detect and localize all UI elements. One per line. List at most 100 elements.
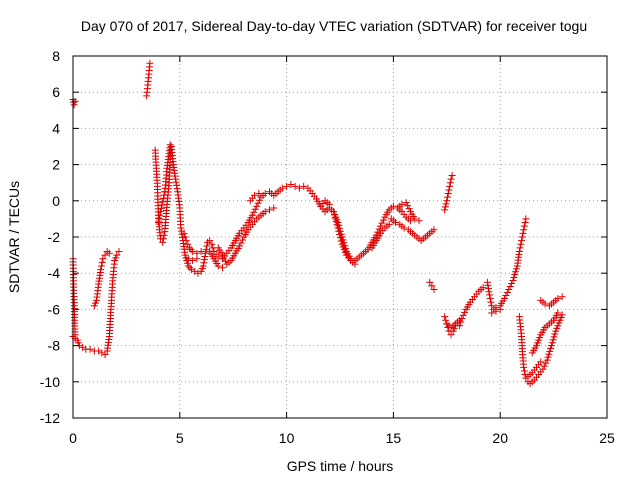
data-point bbox=[256, 196, 264, 204]
data-point bbox=[517, 240, 525, 248]
data-point bbox=[446, 179, 454, 187]
data-point bbox=[441, 206, 449, 214]
data-point bbox=[261, 208, 269, 216]
x-tick-label: 25 bbox=[599, 430, 615, 446]
data-point bbox=[405, 205, 413, 213]
data-point bbox=[520, 222, 528, 230]
data-point bbox=[70, 101, 78, 109]
data-point bbox=[159, 198, 167, 206]
data-point bbox=[202, 246, 210, 254]
data-point bbox=[379, 216, 387, 224]
data-point bbox=[266, 206, 274, 214]
data-point bbox=[98, 349, 106, 357]
data-point bbox=[389, 202, 397, 210]
data-point bbox=[445, 186, 453, 194]
data-point bbox=[446, 182, 454, 190]
data-point bbox=[221, 257, 229, 265]
data-point bbox=[157, 208, 165, 216]
data-point bbox=[188, 266, 196, 274]
data-point bbox=[554, 309, 562, 317]
data-point bbox=[201, 252, 209, 260]
data-point bbox=[546, 347, 554, 355]
data-point bbox=[99, 255, 107, 263]
data-point bbox=[332, 217, 340, 225]
data-point bbox=[442, 316, 450, 324]
data-point bbox=[456, 316, 464, 324]
data-point bbox=[520, 367, 528, 375]
y-tick-label: -12 bbox=[40, 410, 60, 426]
data-point bbox=[543, 356, 551, 364]
data-point bbox=[558, 311, 566, 319]
data-point bbox=[155, 215, 163, 223]
data-point bbox=[254, 199, 262, 207]
data-point bbox=[180, 229, 188, 237]
data-point bbox=[331, 214, 339, 222]
data-point bbox=[197, 247, 205, 255]
data-point bbox=[512, 268, 520, 276]
data-point bbox=[160, 191, 168, 199]
data-point bbox=[558, 293, 566, 301]
data-point bbox=[166, 141, 174, 149]
data-point bbox=[203, 242, 211, 250]
data-point bbox=[516, 244, 524, 252]
data-point bbox=[333, 221, 341, 229]
data-point bbox=[520, 363, 528, 371]
x-axis-title: GPS time / hours bbox=[287, 458, 394, 474]
data-point bbox=[287, 181, 295, 189]
data-point bbox=[443, 197, 451, 205]
data-point bbox=[351, 260, 359, 268]
data-point bbox=[502, 292, 510, 300]
y-tick-label: -6 bbox=[48, 301, 61, 317]
data-point bbox=[199, 262, 207, 270]
data-point bbox=[146, 59, 154, 67]
data-point bbox=[300, 182, 308, 190]
y-tick-labels: -12 -10 -8 -6 -4 -2 0 2 4 6 8 bbox=[40, 48, 60, 426]
data-point bbox=[544, 353, 552, 361]
data-point bbox=[158, 201, 166, 209]
data-point bbox=[430, 226, 438, 234]
data-point bbox=[539, 365, 547, 373]
data-point bbox=[330, 208, 338, 216]
data-point bbox=[201, 249, 209, 257]
y-axis-title: SDTVAR / TECUs bbox=[6, 181, 22, 293]
data-point bbox=[542, 359, 550, 367]
data-point bbox=[520, 226, 528, 234]
data-point bbox=[105, 249, 113, 257]
data-point bbox=[485, 288, 493, 296]
data-point bbox=[518, 237, 526, 245]
data-point bbox=[541, 300, 549, 308]
data-point bbox=[219, 251, 227, 259]
data-point bbox=[189, 247, 197, 255]
data-point bbox=[515, 247, 523, 255]
x-tick-labels: 0 5 10 15 20 25 bbox=[69, 430, 615, 446]
data-point bbox=[447, 331, 455, 339]
data-point bbox=[177, 224, 185, 232]
data-point bbox=[378, 219, 386, 227]
data-point bbox=[157, 204, 165, 212]
x-tick-label: 10 bbox=[279, 430, 295, 446]
data-point bbox=[172, 175, 180, 183]
data-point bbox=[406, 217, 414, 225]
data-point bbox=[86, 345, 94, 353]
chart-title: Day 070 of 2017, Sidereal Day-to-day VTE… bbox=[81, 18, 587, 34]
data-point bbox=[194, 269, 202, 277]
data-point bbox=[486, 295, 494, 303]
data-point bbox=[336, 230, 344, 238]
y-tick-label: 2 bbox=[52, 157, 60, 173]
data-point bbox=[206, 237, 214, 245]
data-point bbox=[488, 302, 496, 310]
data-point bbox=[505, 285, 513, 293]
data-point bbox=[208, 240, 216, 248]
data-point bbox=[398, 200, 406, 208]
data-point bbox=[236, 242, 244, 250]
data-point bbox=[484, 285, 492, 293]
data-point bbox=[184, 255, 192, 263]
data-point bbox=[95, 347, 103, 355]
data-point bbox=[251, 205, 259, 213]
data-point bbox=[492, 307, 500, 315]
data-point bbox=[509, 276, 517, 284]
x-tick-label: 5 bbox=[176, 430, 184, 446]
data-point bbox=[181, 233, 189, 241]
data-point bbox=[500, 295, 508, 303]
data-point bbox=[519, 229, 527, 237]
